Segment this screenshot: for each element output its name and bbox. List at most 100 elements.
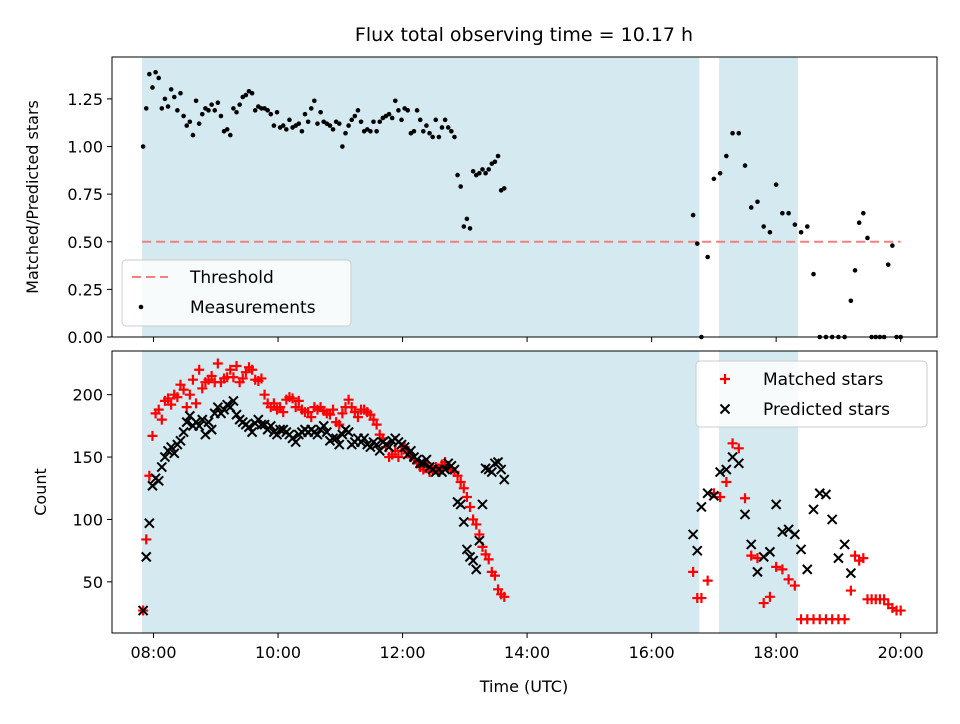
measurement-point: [452, 134, 457, 140]
measurement-point: [327, 123, 333, 128]
predicted-point: [415, 458, 426, 469]
measurement-point: [449, 128, 454, 134]
legend-matched-swatch: [720, 374, 730, 384]
predicted-point: [449, 464, 460, 475]
predicted-point: [495, 464, 507, 475]
measurement-point: [231, 106, 236, 111]
matched-point: [715, 491, 726, 502]
measurement-point: [368, 128, 373, 134]
y-tick-label: 200: [72, 386, 103, 405]
matched-point: [334, 419, 345, 430]
measurement-point: [780, 210, 785, 216]
matched-point: [393, 452, 404, 463]
predicted-point: [203, 416, 214, 428]
matched-point: [287, 393, 298, 404]
matched-point: [225, 364, 236, 375]
measurement-point: [786, 210, 791, 216]
predicted-point: [137, 605, 149, 616]
x-tick-label: 18:00: [753, 643, 799, 662]
measurement-point: [427, 130, 432, 136]
predicted-point: [181, 416, 192, 428]
measurement-point: [430, 134, 435, 140]
measurement-point: [405, 108, 411, 113]
predicted-point: [764, 546, 776, 558]
x-tick-label: 14:00: [504, 643, 550, 662]
measurement-point: [234, 109, 239, 115]
matched-point: [147, 430, 158, 441]
measurement-point: [150, 85, 155, 90]
measurement-point: [792, 222, 798, 227]
measurement-point: [165, 104, 171, 109]
y-axis-label: Matched/Predicted stars: [23, 100, 42, 294]
y-tick-label: 0.25: [67, 280, 103, 299]
predicted-point: [246, 426, 258, 438]
measurement-point: [748, 205, 754, 210]
measurement-point: [218, 113, 224, 119]
measurement-point: [284, 127, 289, 132]
matched-point: [156, 414, 167, 425]
measurement-point: [305, 119, 311, 125]
matched-point: [191, 398, 202, 409]
predicted-point: [714, 466, 726, 478]
predicted-point: [777, 526, 788, 538]
measurement-point: [299, 128, 305, 134]
predicted-point: [290, 436, 301, 448]
matched-point: [758, 598, 769, 609]
predicted-point: [492, 456, 504, 468]
measurement-point: [206, 108, 211, 113]
measurement-point: [694, 241, 700, 246]
matched-point: [471, 519, 482, 530]
matched-point: [489, 570, 500, 581]
predicted-point: [274, 424, 286, 435]
measurement-point: [187, 119, 193, 125]
matched-point: [746, 550, 757, 561]
measurement-point: [178, 90, 183, 96]
measurement-point: [212, 108, 218, 113]
legend-measurement-label: Measurements: [190, 298, 316, 318]
measurement-point: [377, 119, 383, 125]
matched-point: [141, 534, 152, 545]
measurement-point: [140, 144, 146, 149]
figure-title: Flux total observing time = 10.17 h: [355, 24, 693, 46]
predicted-point: [458, 516, 469, 528]
predicted-point: [337, 429, 348, 440]
matched-point: [172, 392, 183, 403]
predicted-point: [144, 517, 155, 529]
predicted-point: [312, 429, 323, 440]
measurement-point: [852, 268, 858, 273]
measurement-point: [386, 111, 392, 117]
measurement-point: [224, 127, 230, 132]
predicted-point: [471, 564, 482, 575]
predicted-point: [318, 420, 329, 432]
y-tick-label: 50: [83, 573, 103, 592]
measurement-point: [399, 117, 404, 123]
predicted-point: [808, 504, 819, 515]
measurement-point: [162, 96, 168, 102]
measurement-point: [885, 262, 891, 267]
measurement-point: [848, 298, 854, 304]
predicted-point: [212, 401, 224, 413]
matched-point: [461, 491, 472, 502]
predicted-point: [265, 420, 276, 432]
measurement-point: [486, 167, 491, 172]
measurement-point: [439, 125, 445, 130]
measurement-point: [193, 98, 199, 104]
measurement-point: [414, 108, 420, 113]
predicted-point: [746, 539, 757, 550]
measurement-point: [417, 117, 423, 123]
measurement-point: [199, 111, 205, 117]
measurement-point: [265, 108, 270, 113]
matched-point: [474, 529, 485, 540]
measurement-point: [237, 102, 242, 107]
measurement-point: [159, 106, 165, 111]
measurement-point: [755, 199, 760, 205]
measurement-point: [495, 153, 501, 159]
predicted-point: [206, 424, 217, 435]
predicted-point: [687, 529, 699, 540]
predicted-point: [439, 464, 451, 475]
predicted-point: [739, 509, 751, 520]
measurement-point: [470, 168, 476, 174]
predicted-point: [708, 490, 720, 501]
matched-point: [752, 553, 763, 564]
measurement-point: [156, 75, 161, 81]
